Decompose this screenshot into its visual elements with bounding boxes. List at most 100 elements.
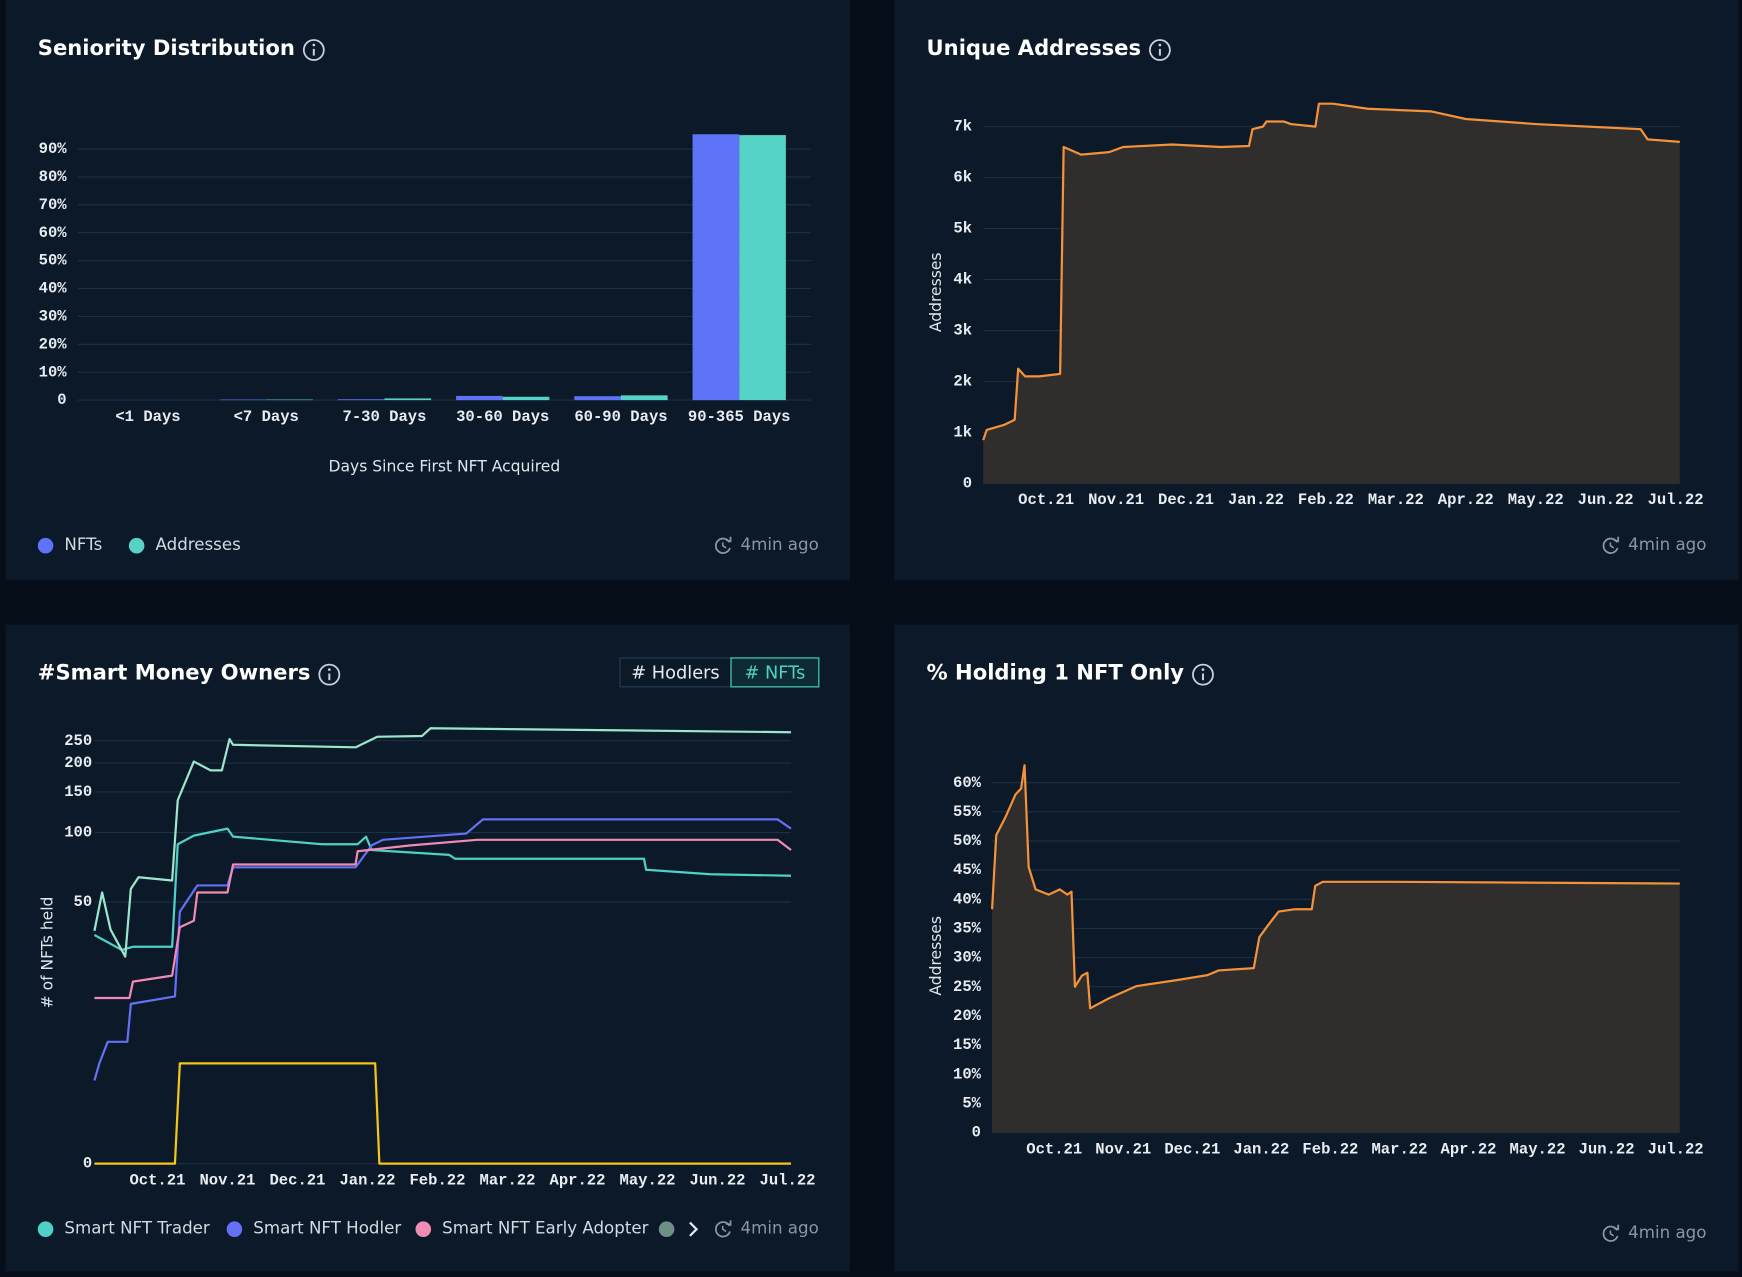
y-tick-label: 40%	[39, 280, 68, 298]
area	[992, 765, 1680, 1133]
y-tick-label: 25%	[953, 978, 982, 996]
x-tick-label: Jul.22	[1648, 1140, 1704, 1158]
x-tick-label: 60-90 Days	[574, 408, 667, 426]
x-tick-label: Jun.22	[1578, 491, 1634, 509]
x-tick-label: Jan.22	[1233, 1140, 1289, 1158]
bar	[266, 399, 313, 401]
bar	[502, 396, 550, 401]
chart-title: Seniority Distribution	[38, 35, 295, 60]
toggle-label[interactable]: # NFTs	[744, 664, 805, 684]
info-icon	[1192, 663, 1214, 686]
y-tick-label: 20%	[39, 335, 68, 353]
refresh-icon	[1609, 1230, 1615, 1237]
legend-label: Addresses	[156, 535, 241, 554]
bar	[384, 398, 432, 401]
x-tick-label: Nov.21	[1095, 1140, 1151, 1158]
y-tick-label: 5k	[953, 220, 972, 238]
y-tick-label: 2k	[953, 373, 972, 391]
y-axis-title: # of NFTs held	[38, 897, 56, 1009]
legend-dot	[415, 1221, 432, 1237]
y-axis-title: Addresses	[927, 916, 945, 996]
x-tick-label: Nov.21	[1088, 491, 1144, 509]
x-tick-label: 7-30 Days	[343, 408, 427, 426]
y-tick-label: 55%	[953, 803, 982, 821]
y-tick-label: 0	[57, 391, 66, 409]
legend-dot	[37, 537, 54, 554]
line	[93, 827, 792, 952]
line	[93, 818, 792, 1081]
x-tick-label: Oct.21	[1026, 1140, 1082, 1158]
legend-dot	[226, 1221, 243, 1237]
toggle-button[interactable]	[730, 657, 820, 688]
x-tick-label: Jan.22	[1228, 491, 1284, 509]
legend-dot	[37, 1221, 54, 1237]
legend-label: Smart NFT Hodler	[253, 1219, 401, 1238]
refresh-icon	[725, 536, 732, 543]
refresh-icon	[725, 1220, 732, 1226]
x-tick-label: Dec.21	[1164, 1140, 1220, 1158]
x-tick-label: Dec.21	[269, 1171, 325, 1189]
info-icon	[318, 663, 341, 686]
y-tick-label: 100	[64, 824, 92, 842]
refresh-icon	[1613, 1224, 1620, 1231]
y-tick-label: 200	[64, 754, 92, 772]
x-tick-label: Dec.21	[1158, 491, 1214, 509]
y-tick-label: 3k	[953, 322, 972, 340]
legend-next[interactable]	[689, 1221, 699, 1237]
y-tick-label: 20%	[953, 1007, 982, 1025]
y-tick-label: 70%	[39, 196, 68, 214]
legend-label: Smart NFT Trader	[64, 1219, 209, 1238]
bar	[219, 399, 267, 401]
x-tick-label: Nov.21	[199, 1171, 255, 1189]
x-tick-label: Feb.22	[1302, 1140, 1358, 1158]
x-tick-label: Jun.22	[1579, 1140, 1635, 1158]
area	[983, 103, 1680, 484]
refresh-icon	[721, 542, 727, 549]
x-tick-label: <1 Days	[115, 408, 180, 426]
bar	[337, 399, 385, 401]
refresh-icon	[714, 537, 731, 554]
x-tick-label: May.22	[1510, 1140, 1566, 1158]
info-icon	[1149, 39, 1171, 61]
info-icon	[327, 668, 331, 671]
line	[94, 838, 792, 1000]
y-tick-label: 10%	[953, 1065, 982, 1083]
x-tick-label: Apr.22	[1438, 491, 1494, 509]
y-tick-label: 30%	[39, 308, 68, 326]
chart-title: Unique Addresses	[927, 35, 1141, 60]
y-tick-label: 6k	[953, 169, 972, 187]
refresh-icon	[1609, 542, 1615, 549]
x-tick-label: Feb.22	[409, 1171, 465, 1189]
y-tick-label: 50	[74, 893, 93, 911]
toggle-label[interactable]: # Hodlers	[631, 664, 719, 684]
y-tick-label: 60%	[39, 224, 68, 242]
x-tick-label: Mar.22	[1368, 491, 1424, 509]
bar	[574, 396, 621, 401]
line	[94, 1062, 792, 1165]
y-tick-label: 90%	[39, 140, 68, 158]
bar	[739, 135, 786, 401]
refresh-icon	[1602, 537, 1619, 554]
refresh-icon	[1602, 1225, 1619, 1242]
y-tick-label: 4k	[953, 271, 972, 289]
x-tick-label: Mar.22	[1371, 1140, 1427, 1158]
bar	[692, 134, 740, 401]
y-tick-label: 250	[64, 732, 92, 750]
y-tick-label: 0	[972, 1124, 981, 1142]
y-tick-label: 30%	[953, 949, 982, 967]
y-tick-label: 15%	[953, 1036, 982, 1054]
y-tick-label: 40%	[953, 890, 982, 908]
y-axis-title: Addresses	[927, 252, 945, 332]
x-tick-label: Mar.22	[479, 1171, 535, 1189]
refresh-icon	[1613, 536, 1620, 543]
toggle-button[interactable]	[619, 657, 732, 688]
updated-time: 4min ago	[741, 535, 819, 554]
x-tick-label: Oct.21	[129, 1171, 185, 1189]
x-tick-label: Jul.22	[760, 1171, 816, 1189]
info-icon	[1158, 43, 1162, 47]
info-icon	[302, 39, 325, 61]
y-tick-label: 0	[83, 1155, 92, 1173]
y-tick-label: 60%	[953, 774, 982, 792]
x-tick-label: Jun.22	[690, 1171, 746, 1189]
